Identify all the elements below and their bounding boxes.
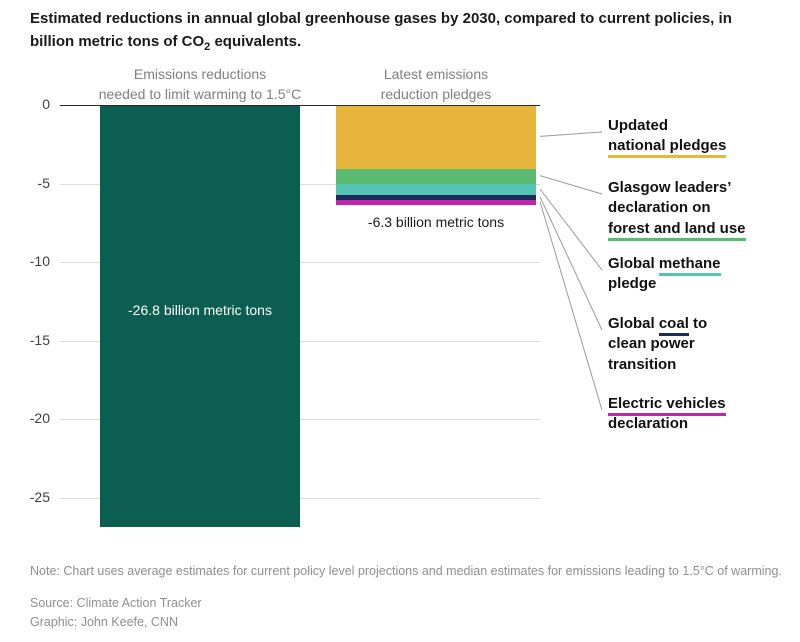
legend-text: Updated: [608, 117, 668, 134]
page-title: Estimated reductions in annual global gr…: [30, 8, 790, 55]
legend-text: Global: [608, 255, 659, 272]
gridline: [60, 183, 540, 185]
title-subscript: 2: [204, 40, 211, 53]
legend-text: Glasgow leaders’ declaration on: [608, 179, 732, 217]
y-tick-label: -15: [29, 331, 50, 348]
bar-segment-2: [336, 184, 536, 196]
bar-segment-4: [336, 200, 536, 205]
legend-highlight: forest and land use: [608, 219, 746, 241]
legend-item-methane-pledge: Global methane pledge: [608, 254, 796, 295]
gridline: [60, 419, 540, 420]
bar-value-label-needed: -26.8 billion metric tons: [128, 302, 272, 318]
bar-segment-1: [336, 168, 536, 185]
legend-highlight: coal: [658, 315, 689, 336]
legend-text: declaration: [608, 415, 689, 433]
y-tick-label: -20: [29, 410, 50, 426]
bar-value-label-pledges: -6.3 billion metric tons: [367, 213, 505, 230]
bar-pledges-stacked: [336, 106, 536, 205]
legend-item-national-pledges: Updated national pledges: [608, 116, 796, 159]
zero-axis-line: [60, 105, 540, 106]
column-header-pledges: Latest emissions reduction pledges: [380, 66, 492, 103]
legend-item-electric-vehicles: Electric vehicles declaration: [608, 394, 796, 435]
title-text: Estimated reductions in annual global gr…: [30, 10, 732, 50]
source-credit: Source: Climate Action Tracker: [30, 596, 202, 610]
legend-highlight: Electric vehicles: [608, 395, 726, 416]
gridline: [60, 262, 540, 263]
plot-area: -26.8 billion metric tons -6.3 billion m…: [60, 105, 540, 580]
bar-segment-3: [336, 195, 536, 201]
y-tick-label: -5: [37, 174, 50, 191]
gridline: [60, 497, 540, 499]
footnote: Note: Chart uses average estimates for c…: [30, 564, 782, 578]
legend-text: Global: [608, 315, 659, 332]
legend-highlight: methane: [658, 255, 721, 276]
legend-text: to clean power transition: [608, 315, 708, 373]
y-tick-label: -10: [29, 253, 50, 269]
gridline: [60, 340, 540, 342]
bar-emissions-needed: -26.8 billion metric tons: [100, 106, 300, 527]
legend-item-coal-transition: Global coal to clean power transition: [608, 314, 796, 375]
legend-highlight: national pledges: [608, 137, 727, 159]
chart-area: -26.8 billion metric tons -6.3 billion m…: [0, 96, 800, 585]
graphic-credit: Graphic: John Keefe, CNN: [30, 615, 178, 629]
legend-item-glasgow-forest: Glasgow leaders’ declaration on forest a…: [608, 178, 796, 241]
column-header-needed: Emissions reductions needed to limit war…: [98, 66, 302, 103]
bar-segment-0: [336, 106, 536, 169]
legend-text: pledge: [608, 275, 657, 293]
title-text-end: equivalents.: [210, 32, 302, 50]
y-tick-label: -25: [29, 488, 50, 505]
y-tick-label: 0: [42, 96, 50, 112]
